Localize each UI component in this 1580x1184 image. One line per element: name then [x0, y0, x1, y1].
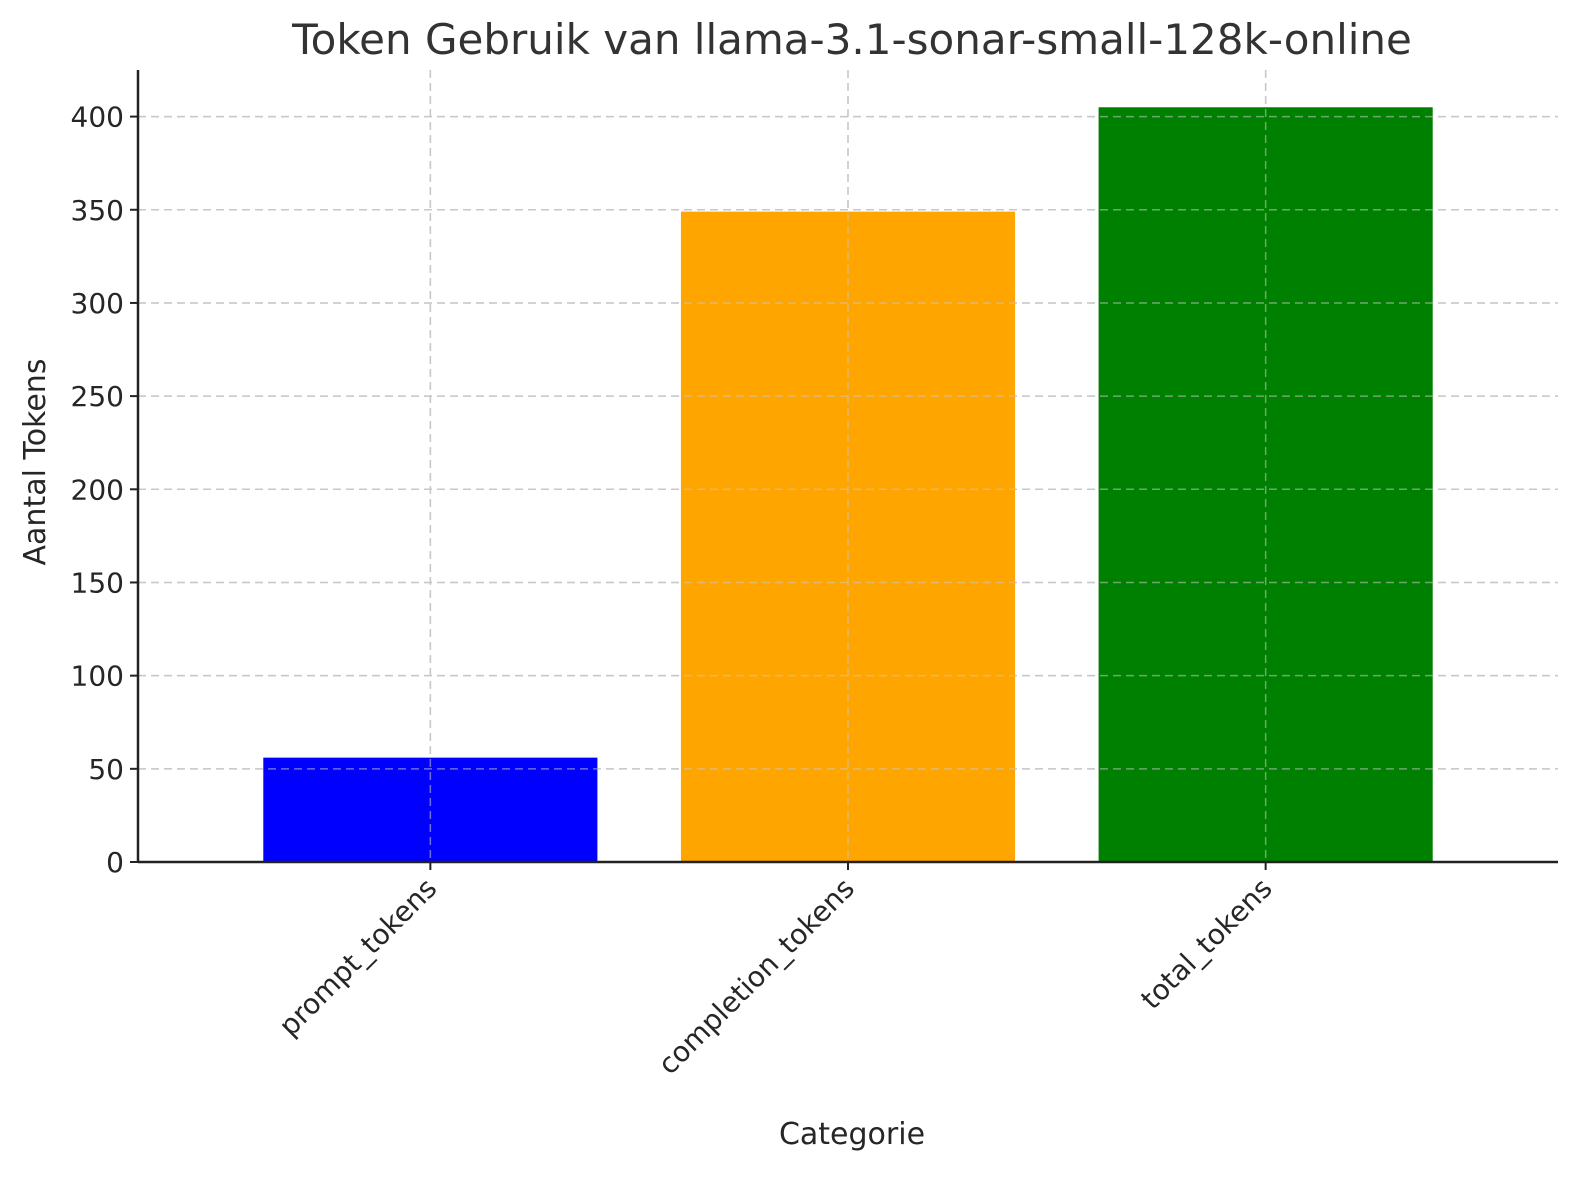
y-tick-label: 0 — [106, 846, 124, 879]
y-tick-label: 200 — [71, 473, 124, 506]
y-tick-label: 400 — [71, 101, 124, 134]
y-tick-label: 250 — [71, 380, 124, 413]
y-tick-label: 50 — [88, 753, 124, 786]
x-tick-label: total_tokens — [1134, 872, 1278, 1016]
x-tick-labels: prompt_tokens completion_tokens total_toke… — [272, 872, 1278, 1081]
y-tick-labels: 0 50 100 150 200 250 300 350 400 — [71, 101, 124, 879]
x-axis-label: Categorie — [779, 1117, 925, 1152]
y-tick-label: 100 — [71, 660, 124, 693]
chart-title: Token Gebruik van llama-3.1-sonar-small-… — [291, 15, 1412, 64]
x-tick-label: prompt_tokens — [272, 872, 443, 1043]
y-tick-label: 150 — [71, 566, 124, 599]
y-tick-label: 300 — [71, 287, 124, 320]
axes — [130, 70, 1558, 870]
y-tick-label: 350 — [71, 194, 124, 227]
x-tick-label: completion_tokens — [652, 872, 861, 1081]
y-axis-label: Aantal Tokens — [18, 359, 53, 566]
